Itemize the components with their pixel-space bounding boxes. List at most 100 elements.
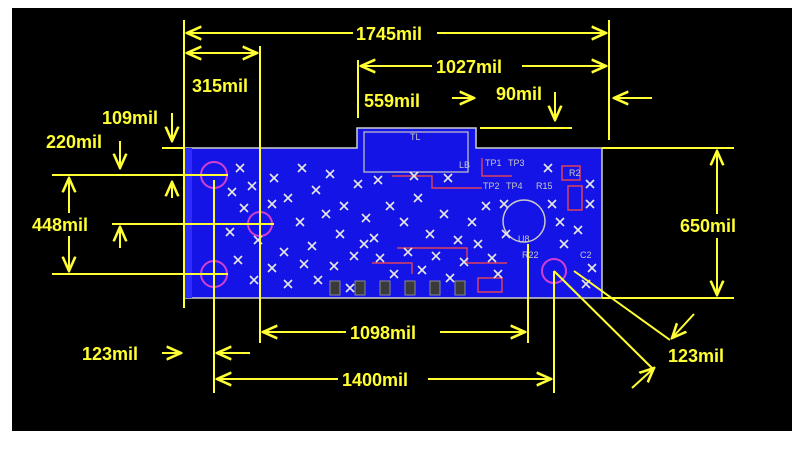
via-marker xyxy=(249,275,259,285)
ext-diagonal-corner xyxy=(573,270,671,341)
via-marker xyxy=(311,185,321,195)
label-r2: R2 xyxy=(569,168,581,178)
right-part-c xyxy=(477,277,503,293)
trace xyxy=(392,175,482,189)
via-marker xyxy=(335,229,345,239)
red-traces xyxy=(372,158,512,274)
label-bg xyxy=(432,56,522,78)
via-marker xyxy=(283,279,293,289)
via-marker xyxy=(487,253,497,263)
header-pad xyxy=(329,280,341,296)
dim-bump-offset: 90mil xyxy=(496,84,542,104)
via-marker xyxy=(559,239,569,249)
ext-diagonal xyxy=(553,270,655,371)
label-lb: LB xyxy=(459,160,470,170)
board-outline xyxy=(183,127,603,299)
trace xyxy=(372,262,413,274)
via-marker xyxy=(353,179,363,189)
dim-left-edge-offset: 123mil xyxy=(82,344,138,364)
trace xyxy=(481,158,512,177)
via-marker xyxy=(555,217,565,227)
via-marker xyxy=(247,181,257,191)
via-marker xyxy=(307,241,317,251)
via-marker xyxy=(345,283,355,293)
via-marker xyxy=(467,217,477,227)
via-marker xyxy=(547,199,557,209)
via-marker xyxy=(321,209,331,219)
via-marker xyxy=(443,173,453,183)
via-marker xyxy=(587,263,597,273)
via-marker xyxy=(481,201,491,211)
via-marker xyxy=(585,179,595,189)
via-marker xyxy=(573,225,583,235)
via-marker xyxy=(283,193,293,203)
via-marker xyxy=(313,275,323,285)
via-marker xyxy=(375,253,385,263)
right-part-b xyxy=(567,185,583,211)
via-marker xyxy=(413,193,423,203)
via-marker xyxy=(425,229,435,239)
via-marker xyxy=(267,199,277,209)
via-marker xyxy=(385,201,395,211)
label-u8: U8 xyxy=(518,234,530,244)
label-bg xyxy=(338,369,428,391)
dim-corner-offset: 123mil xyxy=(668,346,724,366)
via-marker xyxy=(235,163,245,173)
via-marker xyxy=(349,251,359,261)
arrow-corner-lower xyxy=(631,368,654,389)
via-marker xyxy=(543,163,553,173)
via-marker xyxy=(329,261,339,271)
pcb-drawing-canvas: TL TP1 TP3 TP2 TP4 R15 U8 R22 xyxy=(12,8,792,431)
via-marker xyxy=(453,235,463,245)
pcb-dimension-drawing: TL TP1 TP3 TP2 TP4 R15 U8 R22 xyxy=(32,20,756,393)
dim-overall-width: 1745mil xyxy=(356,24,422,44)
label-c2: C2 xyxy=(580,250,592,260)
via-marker xyxy=(473,239,483,249)
via-marker xyxy=(417,265,427,275)
dim-top-offset: 109mil xyxy=(102,108,158,128)
dim-hole-offset-x: 315mil xyxy=(192,76,248,96)
via-marker xyxy=(369,233,379,243)
label-tp2: TP2 xyxy=(483,181,500,191)
header-pad xyxy=(404,280,416,296)
dim-board-height: 650mil xyxy=(680,216,736,236)
via-marker xyxy=(399,217,409,227)
via-marker xyxy=(389,269,399,279)
via-marker xyxy=(325,169,335,179)
via-marker xyxy=(297,163,307,173)
header-pad xyxy=(379,280,391,296)
header-pad xyxy=(354,280,366,296)
label-bg xyxy=(676,214,756,238)
via-marker xyxy=(227,187,237,197)
via-marker xyxy=(299,259,309,269)
via-marker xyxy=(373,175,383,185)
arrow-corner-upper xyxy=(672,313,695,338)
header-pad xyxy=(454,280,466,296)
via-marker xyxy=(233,255,243,265)
right-part-a xyxy=(561,165,581,181)
via-marker xyxy=(359,239,369,249)
via-marker xyxy=(585,199,595,209)
via-marker xyxy=(239,203,249,213)
via-marker xyxy=(361,213,371,223)
label-r15: R15 xyxy=(536,181,553,191)
label-bg xyxy=(346,322,440,344)
via-marker xyxy=(409,171,419,181)
u8-body xyxy=(502,199,546,243)
via-marker xyxy=(445,273,455,283)
via-marker xyxy=(431,251,441,261)
dim-span-right: 1027mil xyxy=(436,57,502,77)
via-marker xyxy=(279,247,289,257)
connector-outline xyxy=(363,131,469,173)
label-bg xyxy=(32,214,112,236)
via-marker xyxy=(501,229,511,239)
via-marker xyxy=(295,217,305,227)
dim-bottom-span: 1400mil xyxy=(342,370,408,390)
label-tp3: TP3 xyxy=(508,158,525,168)
label-bg xyxy=(353,23,437,45)
dim-center-span: 1098mil xyxy=(350,323,416,343)
label-r22: R22 xyxy=(522,250,539,260)
via-marker xyxy=(225,227,235,237)
via-marker xyxy=(339,201,349,211)
header-pad-row xyxy=(329,280,466,296)
